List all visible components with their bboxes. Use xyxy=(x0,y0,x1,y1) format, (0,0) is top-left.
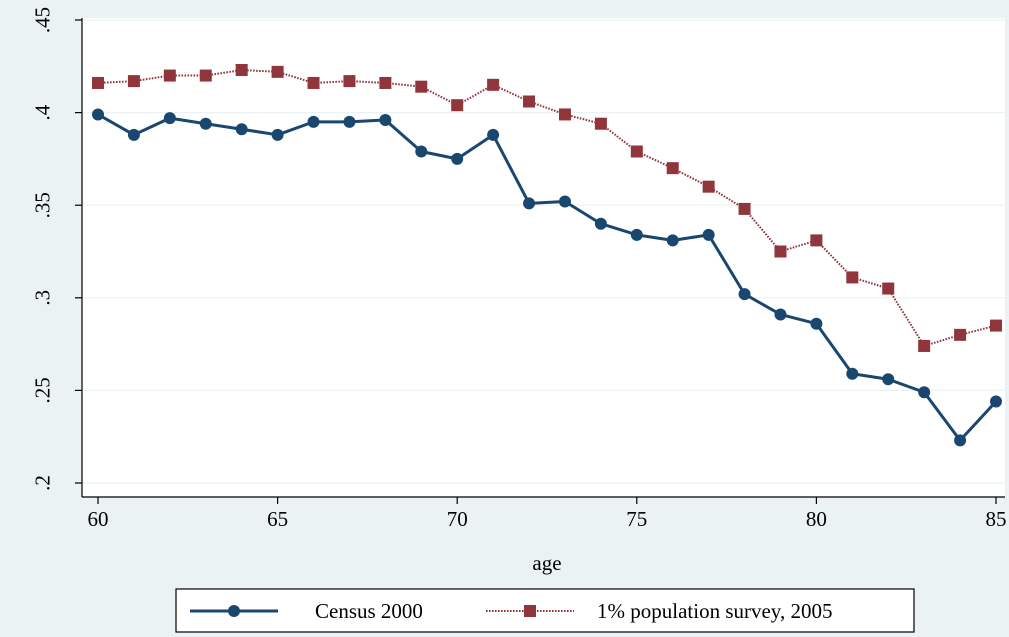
x-tick-label: 60 xyxy=(88,507,109,531)
data-point xyxy=(343,75,356,88)
data-point xyxy=(594,117,607,130)
data-point xyxy=(558,108,571,121)
data-point xyxy=(810,317,823,330)
data-point xyxy=(523,197,536,210)
x-tick-label: 75 xyxy=(626,507,647,531)
x-tick-label: 65 xyxy=(267,507,288,531)
data-point xyxy=(163,112,176,125)
y-tick-label: .45 xyxy=(30,7,54,33)
data-point xyxy=(846,271,859,284)
data-point xyxy=(666,234,679,247)
series-line xyxy=(97,113,998,442)
data-point xyxy=(918,339,931,352)
data-point xyxy=(774,308,787,321)
legend-label: 1% population survey, 2005 xyxy=(597,599,832,623)
data-point xyxy=(307,76,320,89)
data-point xyxy=(954,328,967,341)
data-point xyxy=(451,99,464,112)
legend-box xyxy=(175,588,915,633)
y-tick-label: .2 xyxy=(30,475,54,491)
data-point xyxy=(415,80,428,93)
series-2 xyxy=(92,64,1002,352)
data-point xyxy=(630,228,643,241)
data-point xyxy=(343,115,356,128)
data-point xyxy=(415,145,428,158)
data-point xyxy=(379,114,392,127)
legend-key-marker xyxy=(228,605,240,617)
data-point xyxy=(487,128,500,141)
data-point xyxy=(990,395,1002,408)
data-point xyxy=(882,373,895,386)
data-point xyxy=(451,152,464,165)
legend: Census 2000 1% population survey, 2005 xyxy=(175,588,915,633)
data-point xyxy=(918,386,931,399)
data-point xyxy=(702,180,715,193)
y-tick-label: .3 xyxy=(30,290,54,306)
data-point xyxy=(163,69,176,82)
x-tick-label: 85 xyxy=(986,507,1007,531)
data-point xyxy=(558,195,571,208)
data-point xyxy=(666,162,679,175)
axes: .2 .25 .3 .35 .4 .45 60 65 70 75 80 85 xyxy=(30,7,1006,531)
data-point xyxy=(487,78,500,91)
data-point xyxy=(307,115,320,128)
data-point xyxy=(523,95,536,108)
x-tick-label: 70 xyxy=(447,507,468,531)
data-point xyxy=(271,128,284,141)
x-tick-label: 80 xyxy=(806,507,827,531)
data-point xyxy=(846,367,859,380)
data-point xyxy=(92,108,104,121)
data-point xyxy=(954,434,967,447)
data-point xyxy=(235,123,248,136)
data-point xyxy=(882,282,895,295)
data-point xyxy=(199,117,212,130)
data-point xyxy=(738,202,751,215)
y-tick-label: .35 xyxy=(30,192,54,218)
plot-area xyxy=(82,18,1005,497)
data-point xyxy=(127,75,140,88)
legend-label: Census 2000 xyxy=(315,599,423,623)
data-point xyxy=(810,234,823,247)
data-point xyxy=(199,69,212,82)
data-point xyxy=(379,76,392,89)
data-point xyxy=(594,217,607,230)
data-point xyxy=(92,76,104,89)
data-point xyxy=(738,288,751,301)
series-layer xyxy=(92,64,1002,447)
gridlines xyxy=(82,19,1005,484)
data-point xyxy=(271,65,284,78)
data-point xyxy=(127,128,140,141)
data-point xyxy=(774,245,787,258)
legend-key-marker xyxy=(524,605,536,617)
data-point xyxy=(630,145,643,158)
y-tick-label: .25 xyxy=(30,377,54,403)
y-tick-label: .4 xyxy=(30,104,54,120)
series-1 xyxy=(92,108,1002,447)
x-axis-title: age xyxy=(532,551,561,575)
data-point xyxy=(702,228,715,241)
data-point xyxy=(235,64,248,77)
data-point xyxy=(990,319,1002,332)
